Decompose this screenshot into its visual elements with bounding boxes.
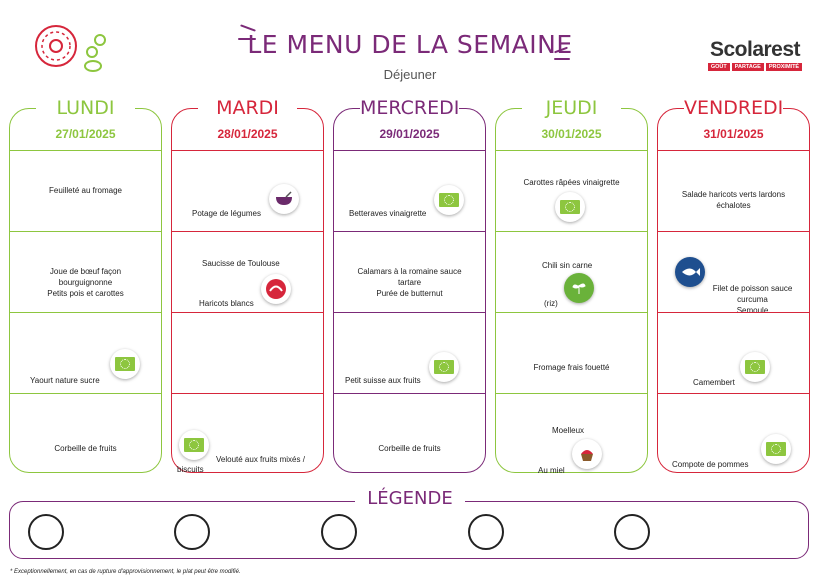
dish-text: Betteraves vinaigrette (349, 209, 427, 218)
menu-cell-dessert: Velouté aux fruits mixés / biscuits (172, 393, 323, 474)
dish-text: Camembert (693, 378, 735, 387)
label-rouge-icon (261, 274, 291, 304)
legend-circle (321, 514, 357, 550)
dish-text: Saucisse de Toulouse (202, 259, 280, 268)
decorative-donut-icon (35, 25, 106, 72)
brand-tag: GOÛT (707, 63, 730, 71)
menu-cell-dessert: Compote de pommes (658, 393, 809, 473)
day-date: 29/01/2025 (379, 127, 440, 141)
bio-eu-leaf-icon (434, 185, 464, 215)
cake-icon (572, 439, 602, 469)
day-column-vendredi: VENDREDI 31/01/2025 Salade haricots vert… (657, 95, 810, 473)
menu-cell-dessert: Corbeille de fruits (334, 393, 485, 473)
brand-tag: PROXIMITÉ (765, 63, 803, 71)
day-name: MARDI (198, 95, 297, 121)
dish-text: Corbeille de fruits (54, 444, 117, 453)
legend-circle (174, 514, 210, 550)
title-dash (238, 38, 256, 40)
legend-circle (468, 514, 504, 550)
soup-icon (269, 184, 299, 214)
day-date: 28/01/2025 (217, 127, 278, 141)
title-dash (554, 58, 570, 60)
bio-eu-leaf-icon (429, 352, 459, 382)
bio-eu-leaf-icon (761, 434, 791, 464)
dish-text: Yaourt nature sucre (30, 376, 100, 385)
menu-cell-starter: Carottes râpées vinaigrette (496, 150, 647, 230)
brand-logo: Scolarest GOÛT PARTAGE PROXIMITÉ (700, 38, 810, 71)
dish-text: Filet de poisson sauce curcuma Semoule (712, 284, 793, 315)
menu-cell-main: Filet de poisson sauce curcuma Semoule (658, 231, 809, 315)
vegetarian-icon (564, 273, 594, 303)
menu-cell-starter: Feuilleté au fromage (10, 150, 161, 230)
meal-subtitle: Déjeuner (383, 67, 437, 82)
menu-cell-starter: Potage de légumes (172, 150, 323, 230)
day-column-jeudi: JEUDI 30/01/2025 Carottes râpées vinaigr… (495, 95, 648, 475)
menu-cell-main: Joue de bœuf façon bourguignonne Petits … (10, 231, 161, 311)
menu-cell-dairy: Petit suisse aux fruits (334, 312, 485, 392)
legend-circle (614, 514, 650, 550)
menu-cell-dairy: Fromage frais fouetté (496, 312, 647, 392)
dish-text: Corbeille de fruits (378, 444, 441, 453)
menu-cell-dairy: Yaourt nature sucre (10, 312, 161, 392)
dish-text: Haricots blancs (199, 299, 254, 308)
dish-text: Carottes râpées vinaigrette (523, 178, 620, 187)
dish-text: Moelleux (552, 426, 585, 435)
day-date: 30/01/2025 (541, 127, 602, 141)
menu-cell-dairy: Camembert (658, 312, 809, 392)
menu-cell-main: Chili sin carne (riz) (496, 231, 647, 311)
brand-name: Scolarest (709, 38, 801, 61)
dish-text: Velouté aux fruits mixés / (216, 455, 305, 464)
day-name: MERCREDI (360, 95, 460, 121)
day-column-mercredi: MERCREDI 29/01/2025 Betteraves vinaigret… (333, 95, 486, 473)
menu-cell-dessert: Corbeille de fruits (10, 393, 161, 473)
dish-text: Chili sin carne (542, 261, 593, 270)
menu-cell-main: Saucisse de Toulouse Haricots blancs (172, 231, 323, 311)
bio-eu-leaf-icon (740, 352, 770, 382)
dish-text: Feuilleté au fromage (49, 186, 122, 195)
brand-tag: PARTAGE (731, 63, 764, 71)
day-name: VENDREDI (684, 95, 784, 121)
legend-circle (28, 514, 64, 550)
bio-eu-leaf-icon (555, 192, 585, 222)
dish-text: Compote de pommes (672, 460, 749, 469)
day-date: 27/01/2025 (55, 127, 116, 141)
day-date: 31/01/2025 (703, 127, 764, 141)
menu-cell-main: Calamars à la romaine sauce tartare Puré… (334, 231, 485, 311)
page-title: LE MENU DE LA SEMAINE (247, 30, 573, 59)
dish-text: (riz) (544, 299, 558, 308)
menu-cell-starter: Salade haricots verts lardons échalotes (658, 150, 809, 230)
dish-text: Au miel (538, 466, 565, 475)
dish-text: Joue de bœuf façon bourguignonne Petits … (47, 267, 124, 298)
dish-text: Fromage frais fouetté (533, 363, 610, 372)
day-name: JEUDI (522, 95, 621, 121)
dish-text: Salade haricots verts lardons échalotes (681, 190, 786, 210)
menu-cell-dairy (172, 312, 323, 392)
menu-cell-dessert: Moelleux Au miel (496, 393, 647, 475)
day-column-lundi: LUNDI 27/01/2025 Feuilleté au fromage Jo… (9, 95, 162, 473)
legend-box: LÉGENDE (9, 488, 809, 559)
bio-eu-leaf-icon (110, 349, 140, 379)
bio-eu-leaf-icon (179, 430, 209, 460)
day-column-mardi: MARDI 28/01/2025 Potage de légumes Sauci… (171, 95, 324, 474)
footnote: * Exceptionnellement, en cas de rupture … (10, 569, 241, 575)
menu-cell-starter: Betteraves vinaigrette (334, 150, 485, 230)
dish-text: Potage de légumes (192, 209, 261, 218)
day-name: LUNDI (36, 95, 135, 121)
peche-durable-icon (675, 257, 705, 287)
dish-text: biscuits (177, 465, 204, 474)
legend-title: LÉGENDE (355, 488, 465, 509)
dish-text: Calamars à la romaine sauce tartare Puré… (357, 267, 462, 298)
dish-text: Petit suisse aux fruits (345, 376, 421, 385)
